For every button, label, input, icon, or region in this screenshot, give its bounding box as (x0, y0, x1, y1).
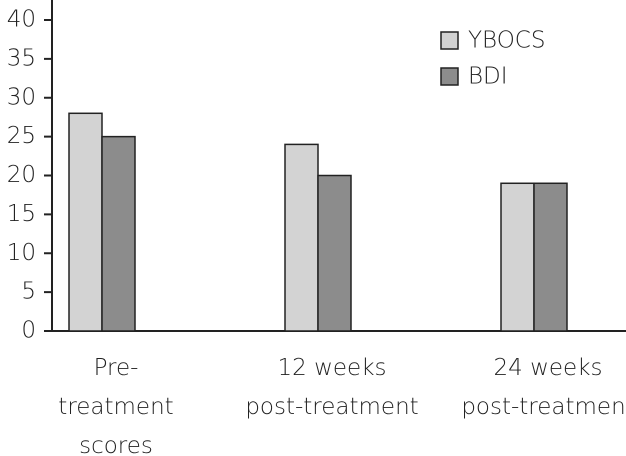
y-tick-label: 15 (7, 201, 36, 227)
y-tick-label: 20 (7, 162, 36, 188)
y-tick-label: 40 (7, 7, 36, 33)
legend-label: BDI (468, 64, 508, 90)
x-tick-label: Pre-treatment scores (58, 355, 173, 456)
x-tick-label: 12 weeks post-treatment (245, 355, 418, 420)
bar (284, 143, 319, 332)
y-tick-label: 0 (21, 318, 36, 344)
y-tick-label: 10 (7, 240, 36, 266)
y-tick-label: 5 (21, 279, 36, 305)
y-tick-label: 35 (7, 45, 36, 71)
x-tick-label: 24 weeks post-treatment (461, 355, 626, 420)
bar (68, 112, 103, 332)
legend-label: YBOCS (468, 28, 545, 54)
legend-swatch (440, 67, 459, 86)
bar (317, 174, 352, 332)
bar (500, 182, 535, 332)
y-tick-label: 25 (7, 123, 36, 149)
bar (101, 135, 136, 332)
bar (533, 182, 568, 332)
legend-swatch (440, 31, 459, 50)
y-tick-label: 30 (7, 84, 36, 110)
